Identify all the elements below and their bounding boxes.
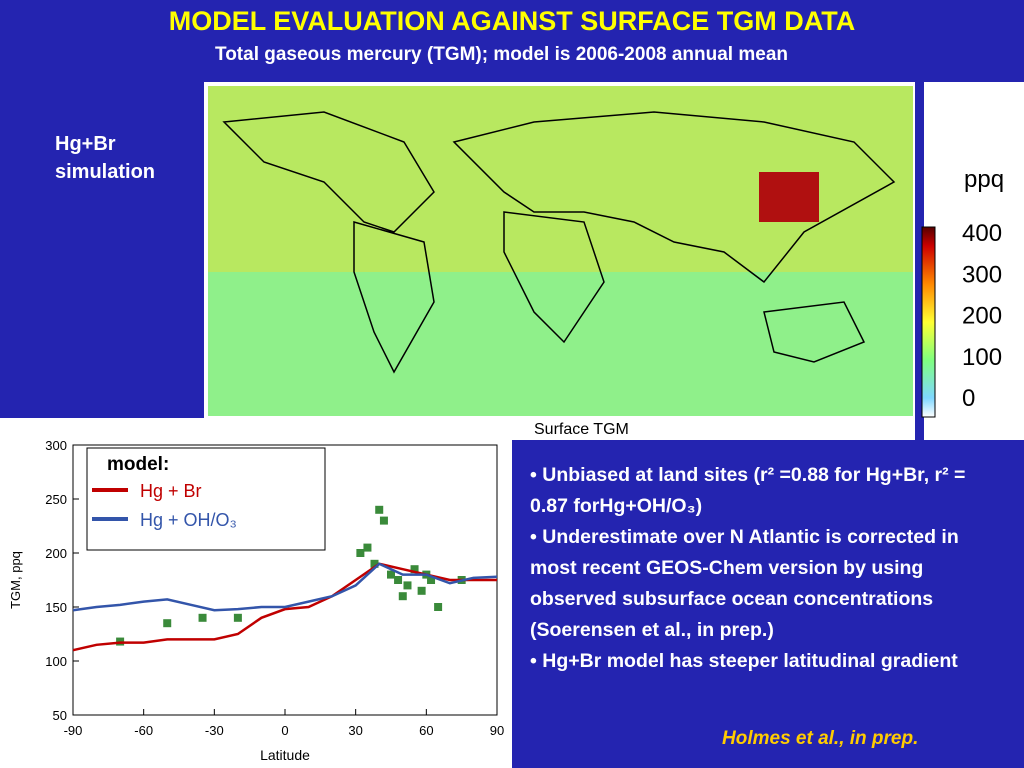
colorbar-tick-label: 300 (962, 261, 1002, 288)
observation (370, 559, 379, 568)
x-tick-label: 90 (490, 723, 504, 738)
map-label: Hg+Br simulation (55, 133, 156, 183)
observation (356, 549, 365, 557)
observation (410, 565, 419, 574)
subtitle: Total gaseous mercury (TGM); model is 20… (215, 44, 788, 65)
map: ppq Surface TGM 0 100 200 300 400 (204, 82, 1024, 440)
legend-label: Hg + Br (140, 481, 202, 501)
legend-title: model: (107, 454, 169, 475)
observation (417, 586, 426, 595)
y-tick-label: 100 (45, 654, 67, 669)
x-tick-label: -30 (205, 723, 224, 738)
hotspot (759, 172, 819, 222)
observation (233, 613, 242, 622)
x-tick-label: 60 (419, 723, 433, 738)
map-south (208, 272, 913, 416)
legend-label: Hg + OH/O₃ (140, 510, 237, 530)
credit: Holmes et al., in prep. (722, 728, 919, 749)
y-tick-label: 150 (45, 600, 67, 615)
colorbar-tick-label: 0 (962, 385, 975, 412)
observation (434, 603, 443, 611)
observation (394, 576, 403, 584)
x-tick-label: 30 (348, 723, 362, 738)
x-tick-label: -90 (64, 723, 83, 738)
observation (398, 592, 407, 601)
model-line (72, 562, 498, 612)
colorbar-tick-label: 400 (962, 220, 1002, 247)
x-tick-label: 0 (281, 723, 288, 738)
x-axis-label: Latitude (260, 747, 310, 763)
bullet: • Hg+Br model has steeper latitudinal gr… (530, 650, 958, 672)
y-tick-label: 200 (45, 546, 67, 561)
colorbar-panel (924, 82, 1024, 440)
observation (379, 516, 388, 525)
observation (427, 576, 436, 584)
map-caption: Surface TGM (534, 421, 629, 438)
observation (403, 581, 412, 590)
y-tick-label: 50 (53, 708, 67, 723)
observation (198, 613, 207, 622)
colorbar-unit: ppq (964, 166, 1004, 193)
x-tick-label: -60 (134, 723, 153, 738)
chart: 50 100 150 200 250 300 -90 -60 -30 0 30 60 90 Latitud… (0, 418, 512, 768)
bullet: • Unbiased at land sites (r² =0.88 for H… (530, 464, 966, 517)
y-tick-label: 250 (45, 492, 67, 507)
bullet: • Underestimate over N Atlantic is corre… (530, 526, 959, 641)
observation (375, 505, 384, 514)
bullet-list: • Unbiased at land sites (r² =0.88 for H… (530, 460, 1005, 677)
y-tick-label: 300 (45, 438, 67, 453)
coastlines (222, 111, 896, 374)
observation (163, 619, 172, 628)
colorbar (921, 226, 936, 418)
observation (363, 543, 372, 552)
colorbar-tick-label: 100 (962, 344, 1002, 371)
y-axis-label: TGM, ppq (8, 551, 23, 609)
slide-title: MODEL EVALUATION AGAINST SURFACE TGM DAT… (168, 6, 856, 36)
observation (387, 570, 395, 579)
colorbar-tick-label: 200 (962, 303, 1002, 330)
legend-box (86, 447, 326, 551)
